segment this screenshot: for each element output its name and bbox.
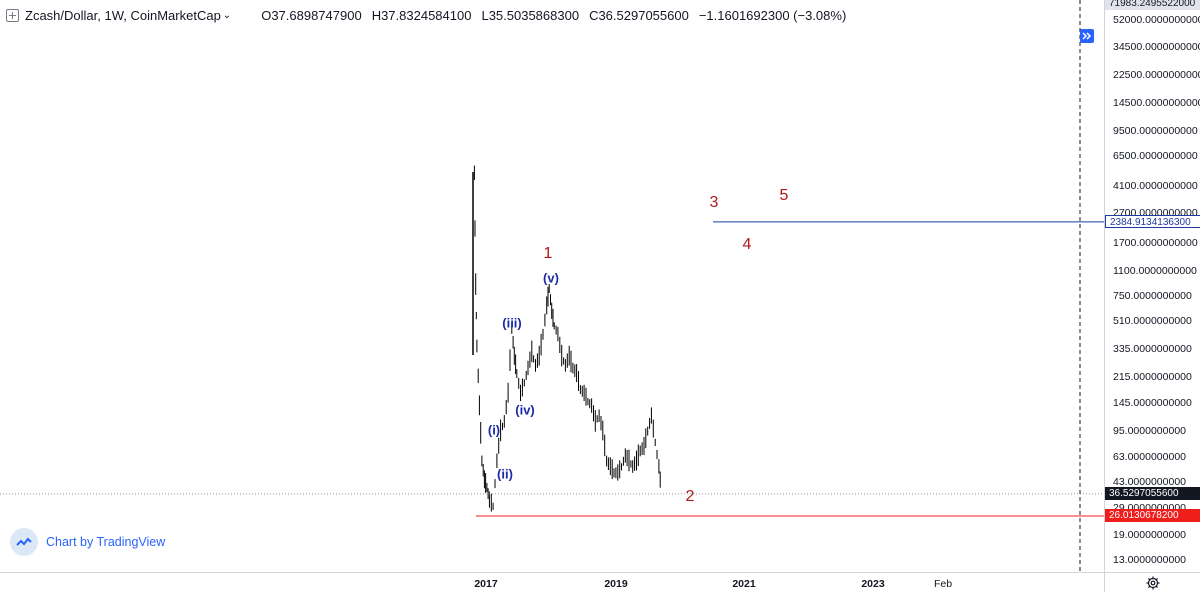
price-tick-label: 9500.0000000000 bbox=[1113, 124, 1198, 137]
price-tick-label: 52000.0000000000 bbox=[1113, 14, 1200, 27]
wave-label-iv[interactable]: (iv) bbox=[515, 402, 535, 418]
price-tick-label: 6500.0000000000 bbox=[1113, 149, 1198, 162]
price-tick-label: 34500.0000000000 bbox=[1113, 40, 1200, 53]
price-tick-label: 95.0000000000 bbox=[1113, 424, 1186, 437]
time-scale[interactable]: 2017 2019 2021 2023 Feb bbox=[0, 572, 1104, 592]
price-tick-label: 145.0000000000 bbox=[1113, 397, 1192, 410]
price-tick-label: 215.0000000000 bbox=[1113, 371, 1192, 384]
wave-label-4[interactable]: 4 bbox=[742, 236, 752, 253]
brand-text[interactable]: Chart by TradingView bbox=[46, 535, 166, 549]
price-tick-label: 14500.0000000000 bbox=[1113, 97, 1200, 110]
price-tick-label: 19.0000000000 bbox=[1113, 529, 1186, 542]
price-scale[interactable]: 52000.0000000000 34500.0000000000 22500.00… bbox=[1104, 0, 1200, 572]
time-tick-label: 2023 bbox=[861, 578, 885, 590]
price-tick-label: 43.0000000000 bbox=[1113, 476, 1186, 489]
price-tick-label: 510.0000000000 bbox=[1113, 315, 1192, 328]
time-tick-label: 2019 bbox=[604, 578, 628, 590]
change-value: −1.1601692300 (−3.08%) bbox=[698, 7, 847, 23]
top-price-tag: 71983.2495522000 bbox=[1105, 0, 1200, 10]
add-symbol-icon[interactable] bbox=[6, 8, 19, 22]
price-tick-label: 63.0000000000 bbox=[1113, 451, 1186, 464]
symbol-legend: Zcash/Dollar, 1W, CoinMarketCap ⌄ O37.68… bbox=[6, 6, 856, 24]
wave-label-3[interactable]: 3 bbox=[709, 194, 719, 211]
current-price-tag: 36.5297055600 bbox=[1105, 487, 1200, 501]
support-price-tag: 26.0130678200 bbox=[1105, 509, 1200, 523]
resistance-price-tag: 2384.9134136300 bbox=[1105, 215, 1200, 229]
high-value: H37.8324584100 bbox=[371, 7, 472, 23]
wave-label-5[interactable]: 5 bbox=[779, 187, 789, 204]
price-tick-label: 1100.0000000000 bbox=[1113, 265, 1197, 278]
candle-series bbox=[472, 165, 661, 512]
chevron-down-icon[interactable]: ⌄ bbox=[222, 9, 232, 21]
price-tick-label: 1700.0000000000 bbox=[1113, 236, 1198, 249]
gear-icon[interactable] bbox=[1145, 575, 1161, 591]
scroll-to-realtime-button[interactable] bbox=[1080, 29, 1094, 43]
wave-label-2[interactable]: 2 bbox=[685, 488, 695, 505]
time-tick-label: 2017 bbox=[474, 578, 498, 590]
chart-pane[interactable]: Zcash/Dollar, 1W, CoinMarketCap ⌄ O37.68… bbox=[0, 0, 1104, 572]
tradingview-attribution[interactable]: Chart by TradingView bbox=[10, 528, 165, 556]
low-value: L35.5035868300 bbox=[481, 7, 580, 23]
wave-label-iii[interactable]: (iii) bbox=[502, 315, 522, 331]
price-tick-label: 750.0000000000 bbox=[1113, 290, 1192, 303]
open-value: O37.6898747900 bbox=[261, 7, 362, 23]
wave-label-i[interactable]: (i) bbox=[487, 422, 501, 438]
wave-label-ii[interactable]: (ii) bbox=[497, 466, 513, 482]
price-tick-label: 22500.0000000000 bbox=[1113, 68, 1200, 81]
price-tick-label: 4100.0000000000 bbox=[1113, 179, 1198, 192]
chart-settings[interactable] bbox=[1104, 572, 1200, 592]
price-tick-label: 335.0000000000 bbox=[1113, 342, 1192, 355]
price-chart[interactable] bbox=[0, 0, 1104, 572]
time-tick-label: Feb bbox=[933, 578, 953, 590]
symbol-title[interactable]: Zcash/Dollar, 1W, CoinMarketCap bbox=[25, 7, 221, 23]
wave-label-v[interactable]: (v) bbox=[543, 270, 559, 286]
tradingview-cloud-icon bbox=[10, 528, 38, 556]
price-tick-label: 13.0000000000 bbox=[1113, 554, 1186, 567]
close-value: C36.5297055600 bbox=[589, 7, 689, 23]
time-tick-label: 2021 bbox=[732, 578, 756, 590]
scroll-arrows-icon bbox=[1082, 32, 1092, 40]
wave-label-1[interactable]: 1 bbox=[543, 245, 553, 262]
